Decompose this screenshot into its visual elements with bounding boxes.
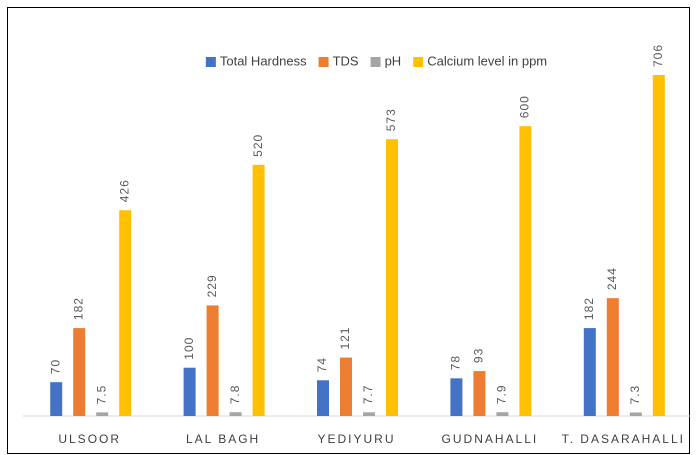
data-label: 100 [182, 337, 196, 360]
legend-swatch [205, 57, 216, 67]
legend-label: pH [385, 53, 402, 68]
bar [50, 382, 63, 416]
data-label: 426 [117, 179, 131, 202]
bar [652, 75, 665, 416]
x-tick-label: LAL BAGH [186, 432, 260, 446]
bar [229, 412, 242, 416]
bar [73, 328, 86, 416]
bar [363, 412, 375, 416]
bar [629, 412, 642, 416]
bar [583, 328, 596, 416]
data-label: 7.7 [361, 385, 375, 405]
legend-label: Calcium level in ppm [427, 53, 547, 68]
x-tick-label: T. DASARAHALLI [562, 432, 685, 446]
x-tick-label: ULSOOR [58, 432, 121, 446]
bar [119, 210, 132, 416]
data-label: 7.3 [628, 385, 642, 405]
data-label: 182 [71, 297, 85, 320]
bar [386, 139, 398, 416]
legend-swatch [413, 57, 424, 67]
bar [96, 412, 109, 416]
bar [496, 412, 509, 416]
bar [206, 305, 219, 416]
legend-swatch [370, 57, 381, 67]
bar [340, 357, 352, 416]
data-label: 7.5 [94, 385, 108, 405]
data-label: 70 [48, 359, 62, 374]
data-label: 573 [384, 108, 398, 131]
bar [450, 378, 463, 416]
data-label: 229 [205, 274, 219, 297]
data-label: 244 [605, 267, 619, 290]
legend-swatch [318, 57, 329, 67]
legend-label: Total Hardness [220, 53, 307, 68]
bar [519, 126, 532, 416]
x-tick-label: YEDIYURU [317, 432, 395, 446]
data-label: 706 [651, 44, 665, 67]
bar [606, 298, 619, 416]
bar [473, 371, 486, 416]
data-label: 600 [518, 95, 532, 118]
data-label: 7.9 [495, 384, 509, 404]
data-label: 520 [251, 134, 265, 157]
data-label: 121 [338, 327, 352, 350]
legend-label: TDS [333, 53, 359, 68]
data-label: 78 [449, 355, 463, 370]
bar [183, 367, 196, 416]
data-label: 74 [315, 357, 329, 372]
bar [317, 380, 329, 416]
x-tick-label: GUDNAHALLI [442, 432, 539, 446]
bar [252, 164, 265, 416]
data-label: 7.8 [228, 385, 242, 405]
data-label: 93 [472, 348, 486, 363]
data-label: 182 [582, 297, 596, 320]
